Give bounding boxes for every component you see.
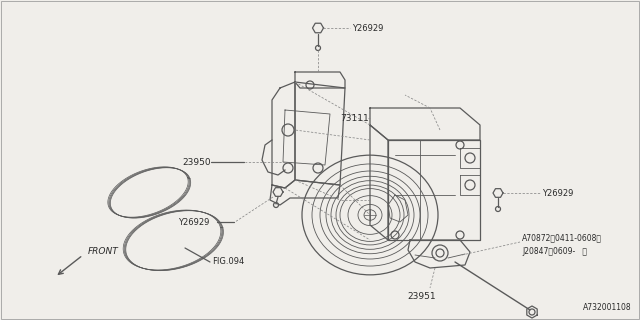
Text: FRONT: FRONT bbox=[88, 246, 119, 255]
Text: Y26929: Y26929 bbox=[542, 188, 573, 197]
Text: A70872（0411-0608）: A70872（0411-0608） bbox=[522, 234, 602, 243]
Text: A732001108: A732001108 bbox=[584, 303, 632, 312]
Text: 23950: 23950 bbox=[182, 157, 211, 166]
Text: FIG.094: FIG.094 bbox=[212, 258, 244, 267]
Text: 73111: 73111 bbox=[340, 114, 369, 123]
Text: J20847（0609-   ）: J20847（0609- ） bbox=[522, 247, 587, 257]
Text: 23951: 23951 bbox=[408, 292, 436, 301]
Text: Y26929: Y26929 bbox=[352, 23, 383, 33]
Text: Y26929: Y26929 bbox=[178, 218, 209, 227]
